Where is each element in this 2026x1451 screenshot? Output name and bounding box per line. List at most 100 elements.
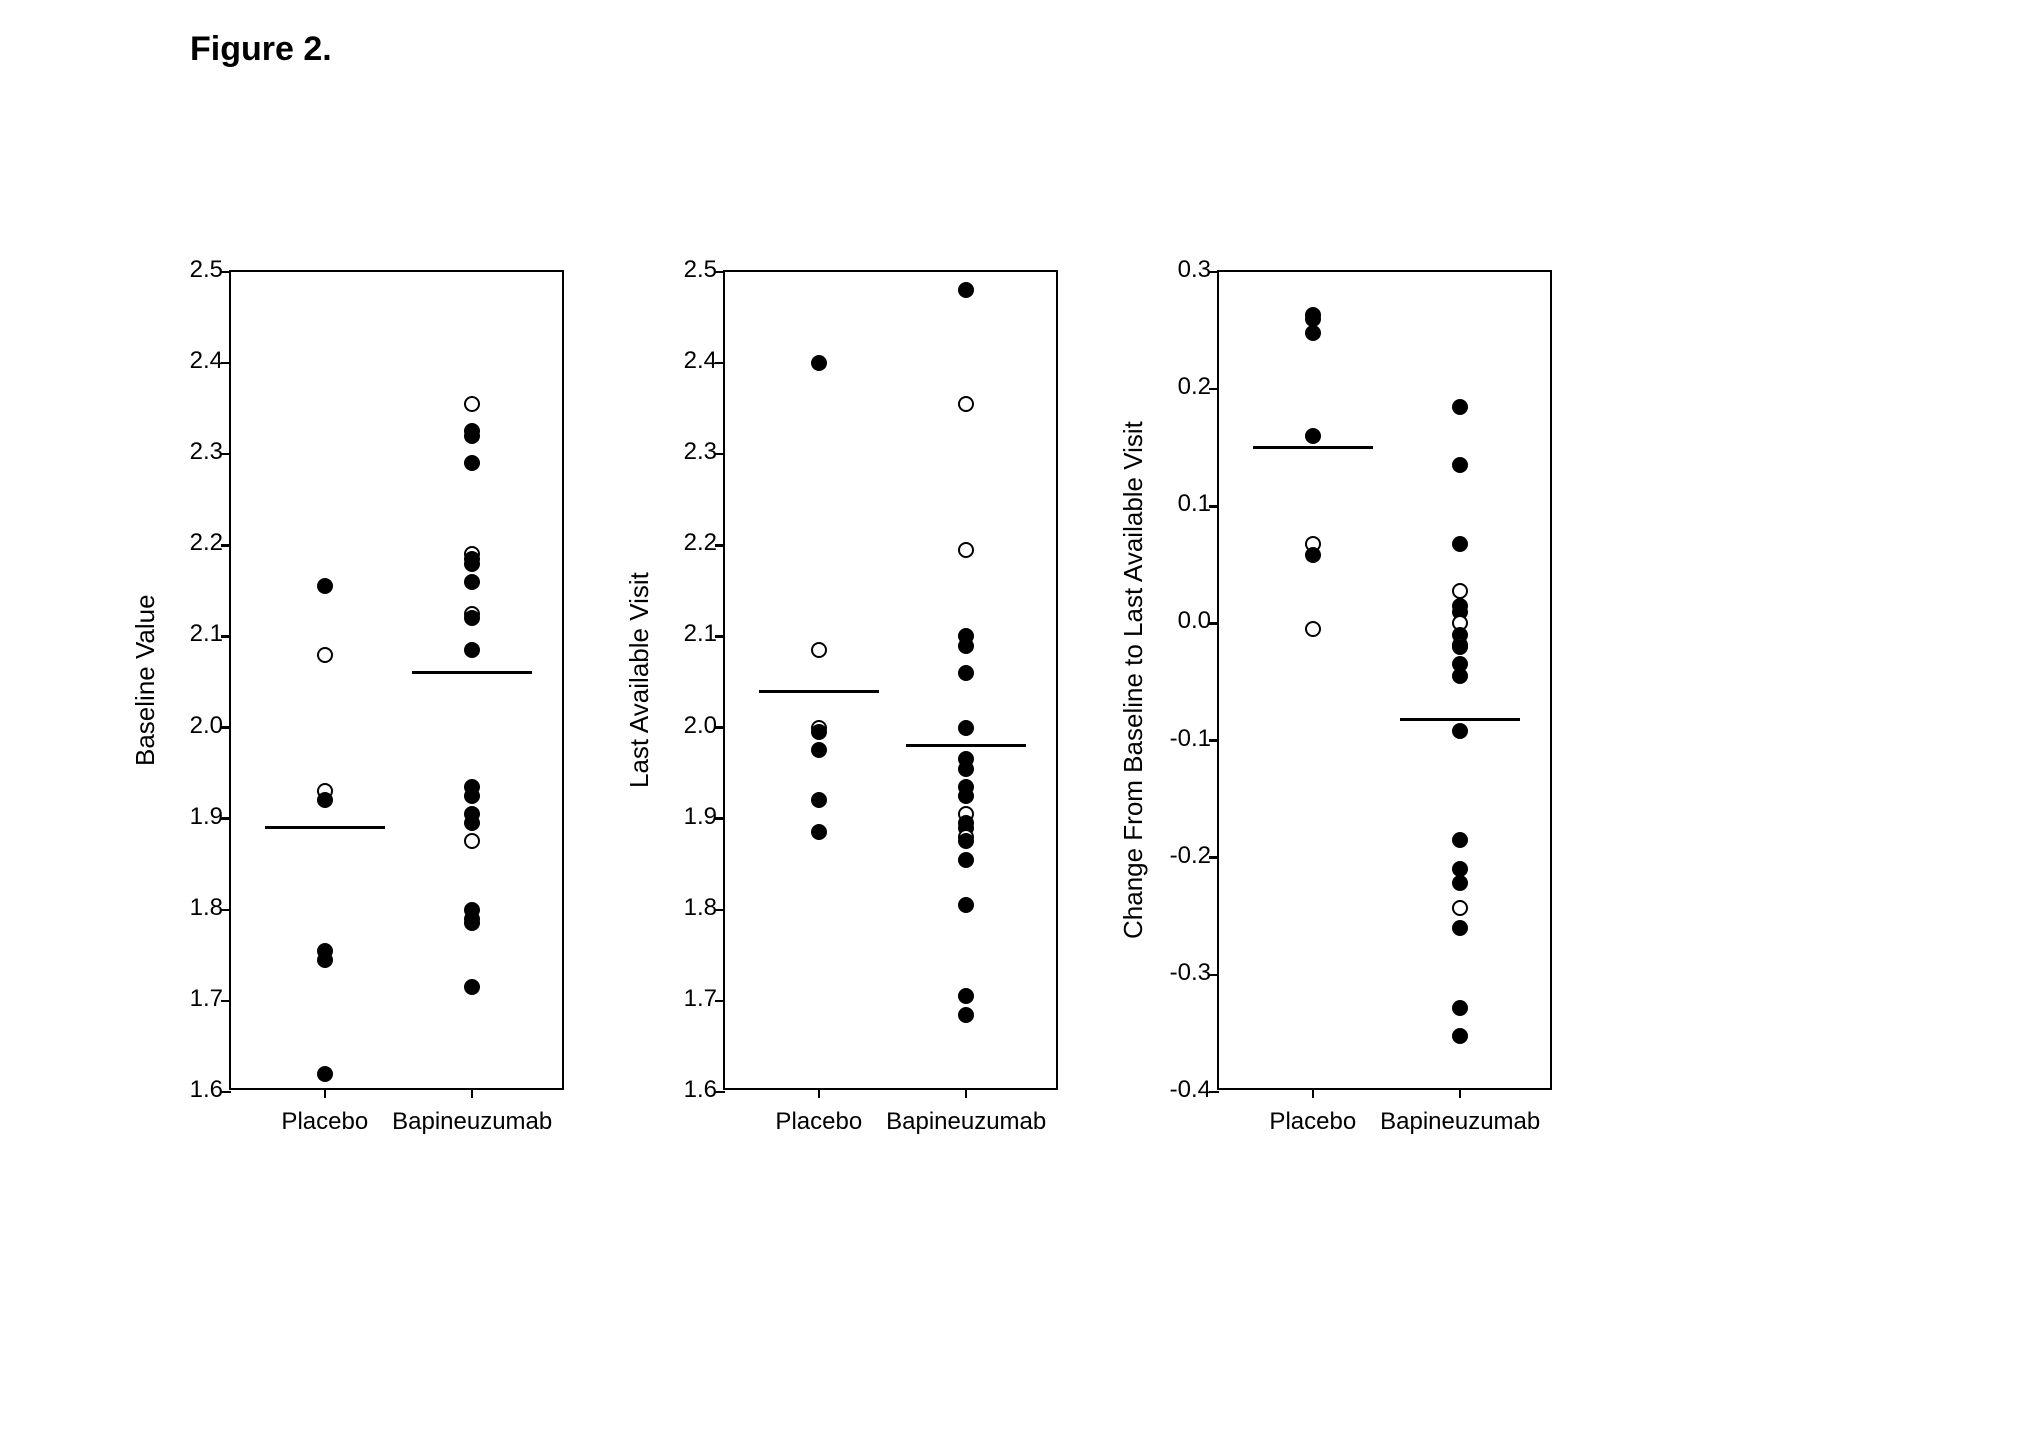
data-point <box>958 852 974 868</box>
y-tick <box>715 817 725 820</box>
y-tick-label: 1.6 <box>684 1078 717 1102</box>
y-tick <box>1209 388 1219 391</box>
x-tick <box>965 1088 968 1098</box>
data-point <box>464 788 480 804</box>
data-point <box>464 574 480 590</box>
panels-row: Baseline Value1.61.71.81.92.02.12.22.32.… <box>130 270 1552 1090</box>
x-tick <box>818 1088 821 1098</box>
y-tick <box>715 1000 725 1003</box>
data-point <box>958 1007 974 1023</box>
y-tick-label: 2.2 <box>190 531 223 555</box>
x-category-label: Bapineuzumab <box>392 1108 552 1136</box>
data-point <box>1452 639 1468 655</box>
y-tick-label: 2.3 <box>190 440 223 464</box>
data-point <box>464 428 480 444</box>
plot-wrap: PlaceboBapineuzumab <box>229 270 564 1090</box>
data-point <box>958 897 974 913</box>
plot-area: PlaceboBapineuzumab <box>1217 270 1552 1090</box>
y-axis-label: Baseline Value <box>130 270 161 1090</box>
x-category-label: Bapineuzumab <box>886 1108 1046 1136</box>
data-point <box>464 833 480 849</box>
data-point <box>811 355 827 371</box>
mean-line <box>265 826 385 829</box>
mean-line <box>759 690 879 693</box>
mean-line <box>1253 446 1373 449</box>
data-point <box>464 556 480 572</box>
y-tick-label: 1.9 <box>190 805 223 829</box>
data-point <box>958 638 974 654</box>
x-tick <box>471 1088 474 1098</box>
data-point <box>1452 583 1468 599</box>
x-tick <box>1459 1088 1462 1098</box>
data-point <box>811 824 827 840</box>
data-point <box>1452 457 1468 473</box>
data-point <box>1452 399 1468 415</box>
data-point <box>1452 1000 1468 1016</box>
y-tick-label: 2.1 <box>190 622 223 646</box>
data-point <box>958 833 974 849</box>
plot-area: PlaceboBapineuzumab <box>723 270 1058 1090</box>
data-point <box>811 724 827 740</box>
x-category-label: Placebo <box>775 1108 862 1136</box>
plot-wrap: PlaceboBapineuzumab <box>723 270 1058 1090</box>
y-tick <box>1209 856 1219 859</box>
y-tick-label: 1.6 <box>190 1078 223 1102</box>
data-point <box>317 1066 333 1082</box>
y-tick <box>1209 739 1219 742</box>
y-tick <box>715 453 725 456</box>
y-tick <box>221 635 231 638</box>
y-tick-label: -0.2 <box>1170 844 1211 868</box>
plot-area: PlaceboBapineuzumab <box>229 270 564 1090</box>
x-category-label: Placebo <box>1269 1108 1356 1136</box>
y-tick <box>1209 1091 1219 1094</box>
data-point <box>958 988 974 1004</box>
data-point <box>464 455 480 471</box>
mean-line <box>906 744 1026 747</box>
y-tick <box>715 909 725 912</box>
y-tick-label: 1.9 <box>684 805 717 829</box>
y-tick <box>715 271 725 274</box>
y-tick <box>715 726 725 729</box>
x-category-label: Placebo <box>281 1108 368 1136</box>
y-tick <box>1209 974 1219 977</box>
y-axis-label: Last Available Visit <box>624 270 655 1090</box>
y-tick-labels: -0.4-0.3-0.2-0.10.00.10.20.3 <box>1157 270 1217 1090</box>
y-tick-label: -0.1 <box>1170 727 1211 751</box>
data-point <box>958 665 974 681</box>
y-tick <box>221 362 231 365</box>
mean-line <box>1400 718 1520 721</box>
data-point <box>317 952 333 968</box>
y-tick-label: 0.1 <box>1178 492 1211 516</box>
y-tick <box>1209 622 1219 625</box>
y-tick <box>1209 271 1219 274</box>
data-point <box>464 915 480 931</box>
data-point <box>464 815 480 831</box>
x-tick <box>324 1088 327 1098</box>
y-tick-label: 2.1 <box>684 622 717 646</box>
y-tick <box>221 817 231 820</box>
data-point <box>1452 536 1468 552</box>
panel-2: Change From Baseline to Last Available V… <box>1118 270 1552 1090</box>
plot-wrap: PlaceboBapineuzumab <box>1217 270 1552 1090</box>
data-point <box>464 642 480 658</box>
data-point <box>958 761 974 777</box>
y-tick-label: 0.3 <box>1178 258 1211 282</box>
y-tick-labels: 1.61.71.81.92.02.12.22.32.42.5 <box>663 270 723 1090</box>
data-point <box>1452 900 1468 916</box>
y-tick-label: 2.4 <box>190 349 223 373</box>
figure-title: Figure 2. <box>190 30 332 69</box>
x-category-label: Bapineuzumab <box>1380 1108 1540 1136</box>
data-point <box>464 396 480 412</box>
data-point <box>811 642 827 658</box>
data-point <box>1452 920 1468 936</box>
y-tick-label: 2.0 <box>190 714 223 738</box>
data-point <box>958 396 974 412</box>
data-point <box>1452 668 1468 684</box>
data-point <box>464 979 480 995</box>
y-tick-label: 0.2 <box>1178 375 1211 399</box>
y-tick <box>221 1091 231 1094</box>
y-tick-labels: 1.61.71.81.92.02.12.22.32.42.5 <box>169 270 229 1090</box>
y-tick-label: 1.7 <box>190 987 223 1011</box>
y-tick-label: 1.8 <box>684 896 717 920</box>
panel-1: Last Available Visit1.61.71.81.92.02.12.… <box>624 270 1058 1090</box>
